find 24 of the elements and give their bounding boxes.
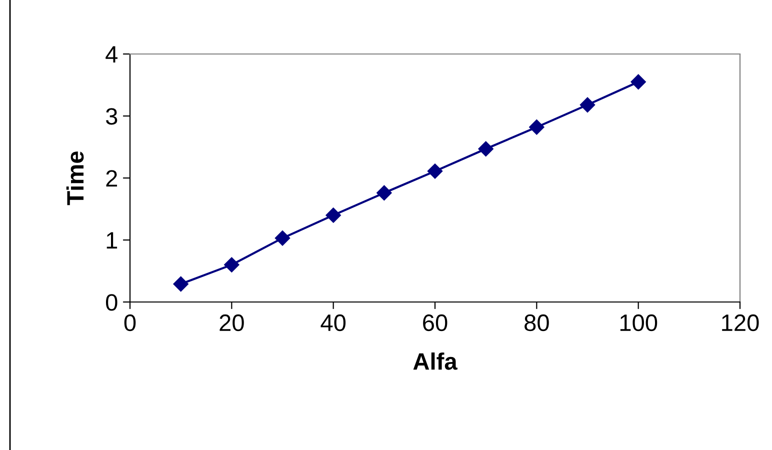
x-axis-title: Alfa — [413, 352, 458, 370]
point — [224, 257, 240, 272]
y-tick-label: 2 — [106, 170, 118, 187]
y-axis-title: Time — [66, 151, 84, 206]
y-tick-label: 0 — [106, 294, 118, 311]
point — [326, 208, 341, 223]
point — [580, 97, 596, 112]
x-tick-label: 80 — [524, 314, 549, 332]
y-tick-label: 3 — [106, 108, 118, 125]
x-tick-label: 20 — [220, 314, 244, 332]
y-tick-label: 1 — [106, 232, 118, 249]
y-tick-label: 4 — [106, 46, 118, 63]
point — [274, 230, 290, 246]
x-tick-label: 100 — [620, 314, 658, 332]
x-tick-label: 120 — [722, 314, 759, 332]
point — [630, 74, 646, 90]
x-tick-label: 0 — [124, 314, 136, 332]
x-tick-label: 40 — [320, 314, 346, 332]
point — [478, 141, 494, 156]
x-tick-label: 60 — [423, 314, 448, 332]
point — [173, 276, 188, 292]
point — [376, 185, 392, 200]
point — [529, 120, 544, 135]
point — [427, 164, 443, 179]
